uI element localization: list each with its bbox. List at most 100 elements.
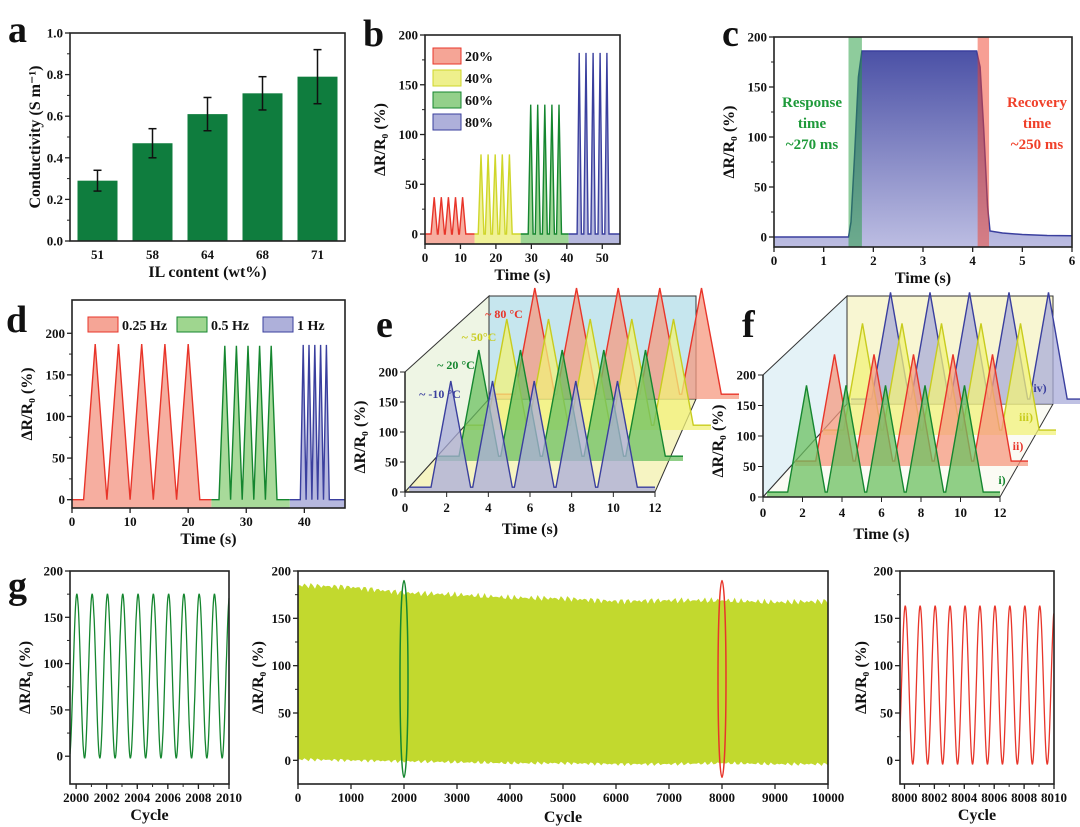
x-tick-label: 6: [878, 505, 885, 520]
y-axis-label: ΔR/R₀ (%): [19, 367, 36, 440]
x-tick-label: 30: [240, 514, 253, 529]
y-tick-label: 100: [46, 409, 66, 424]
x-tick-label: 8006: [981, 790, 1008, 805]
x-tick-label: 5: [1019, 253, 1026, 268]
panel-label-g: g: [8, 565, 27, 607]
y-tick-label: 100: [737, 429, 757, 444]
layer-label: iii): [1019, 410, 1033, 424]
panel-label-c: c: [722, 13, 739, 55]
response-annotation: ~270 ms: [786, 137, 839, 153]
x-tick-label: 40: [298, 514, 311, 529]
y-tick-label: 100: [272, 658, 292, 673]
y-tick-label: 100: [399, 127, 419, 142]
x-tick-label: 40: [560, 250, 573, 265]
y-tick-label: 200: [748, 30, 768, 45]
layer-label: ~ -10 °C: [419, 387, 461, 401]
legend-label: 0.5 Hz: [211, 319, 249, 334]
x-tick-label: 6: [1069, 253, 1076, 268]
y-tick-label: 100: [748, 130, 768, 145]
series-line-1 Hz: [289, 344, 345, 501]
series-line-0.5 Hz: [211, 345, 290, 501]
x-tick-label: 50: [596, 250, 609, 265]
layer-fill-iii): [823, 323, 1056, 435]
y-tick-label: 0: [761, 230, 768, 245]
layer-fill-~ 20 °C: [437, 350, 683, 461]
x-tick-label: 2010: [216, 790, 242, 805]
legend-swatch-60%: [432, 91, 462, 109]
x-axis-label: Cycle: [130, 807, 168, 824]
legend-label: 20%: [465, 50, 493, 65]
recovery-annotation: Recovery: [1007, 95, 1067, 111]
x-tick-label: 10000: [812, 790, 845, 805]
panel-label-d: d: [6, 299, 27, 341]
y-tick-label: 100: [874, 658, 894, 673]
legend-swatch-80%: [432, 113, 462, 131]
y-tick-label: 50: [754, 180, 767, 195]
x-tick-label: 5000: [550, 790, 576, 805]
x-tick-label: 4: [839, 505, 846, 520]
y-tick-label: 150: [272, 611, 292, 626]
y-tick-label: 50: [50, 702, 63, 717]
bar-68: [242, 93, 283, 241]
x-tick-label: 0: [402, 500, 409, 515]
y-tick-label: 1.0: [47, 26, 63, 41]
legend-swatch-0.25 Hz: [87, 316, 119, 333]
x-tick-label: 0: [422, 250, 429, 265]
layer-line-~ -10 °C: [409, 380, 655, 488]
x-tick-label: 30: [525, 250, 538, 265]
y-tick-label: 50: [278, 706, 291, 721]
x-axis-label: Time (s): [180, 531, 236, 548]
x-tick-label: 4: [485, 500, 492, 515]
series-line-40%: [474, 154, 521, 235]
legend-swatch-40%: [432, 69, 462, 87]
y-tick-label: 50: [880, 706, 893, 721]
layer-fill-ii): [795, 354, 1028, 466]
layer-fill-~ -10 °C: [409, 381, 655, 492]
highlight-ellipse-2000: [399, 579, 409, 779]
x-axis-label: Cycle: [544, 809, 582, 826]
y-axis-label: ΔR/R₀ (%): [721, 105, 738, 178]
x-axis-label: Cycle: [958, 807, 996, 824]
x-tick-label: 64: [201, 247, 215, 262]
x-tick-label: 2000: [63, 790, 89, 805]
y-axis-label: ΔR/R₀ (%): [352, 400, 369, 473]
y-tick-label: 0: [392, 485, 399, 500]
legend-swatch-1 Hz: [262, 316, 294, 333]
x-tick-label: 8: [918, 505, 925, 520]
y-tick-label: 150: [874, 611, 894, 626]
y-tick-label: 200: [379, 365, 399, 380]
x-tick-label: 6: [527, 500, 534, 515]
y-tick-label: 0: [412, 227, 419, 242]
plot-frame-d: [71, 299, 346, 509]
y-tick-label: 200: [737, 368, 757, 383]
y-tick-label: 0.0: [47, 234, 63, 249]
layer-fill-i): [767, 385, 1000, 497]
x-tick-label: 68: [256, 247, 270, 262]
x-tick-label: 8000: [709, 790, 735, 805]
x-axis-label: Time (s): [494, 267, 550, 284]
x-tick-label: 2006: [155, 790, 182, 805]
x-tick-label: 12: [994, 505, 1007, 520]
y-tick-label: 50: [743, 459, 756, 474]
response-time-band: [848, 37, 862, 247]
x-tick-label: 9000: [762, 790, 788, 805]
y-tick-label: 150: [737, 398, 757, 413]
y-tick-label: 100: [379, 425, 399, 440]
series-line-60%: [520, 104, 569, 235]
x-tick-label: 71: [311, 247, 324, 262]
x-tick-label: 8: [568, 500, 575, 515]
panel-label-e: e: [376, 304, 393, 346]
x-tick-label: 8008: [1011, 790, 1038, 805]
x-tick-label: 12: [649, 500, 662, 515]
x-tick-label: 0: [771, 253, 778, 268]
x-tick-label: 10: [454, 250, 467, 265]
plot-frame-b: [424, 34, 621, 245]
series-fill-0.25 Hz: [72, 344, 212, 508]
cycle-curve: [69, 593, 230, 759]
y-tick-label: 50: [405, 177, 418, 192]
series-line-20%: [425, 197, 475, 235]
y-tick-label: 0.6: [47, 109, 64, 124]
x-tick-label: 2: [443, 500, 450, 515]
layer-label: ~ 50°C: [462, 330, 497, 344]
